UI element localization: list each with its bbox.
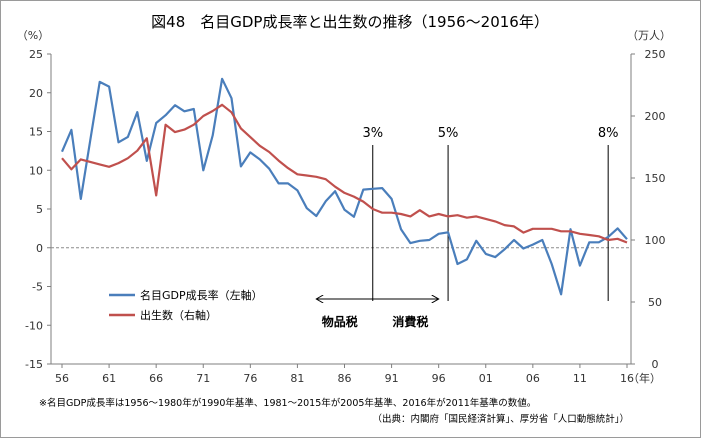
left-tick-label: 25 — [29, 48, 43, 61]
right-tick-label: 50 — [648, 296, 662, 309]
x-tick-label: 86 — [338, 372, 352, 385]
x-axis-ticks: 56 61 66 71 76 81 86 91 96 01 06 11 16 — [55, 364, 634, 385]
series-line-births — [61, 103, 628, 244]
x-tick-label: 56 — [55, 372, 69, 385]
left-axis-unit: （%） — [17, 29, 49, 42]
legend-label-births: 出生数（右軸） — [140, 308, 217, 322]
left-tick-label: -5 — [32, 281, 43, 294]
x-tick-label: 96 — [432, 372, 446, 385]
left-tick-label: -15 — [25, 358, 43, 371]
right-tick-label: 0 — [652, 358, 659, 371]
left-tick-label: 20 — [29, 87, 43, 100]
right-tick-label: 100 — [645, 234, 666, 247]
annotation-5pct: 5% — [438, 126, 459, 141]
series-line-gdp-growth — [60, 77, 628, 296]
x-axis-unit: （年） — [628, 371, 661, 385]
x-tick-label: 91 — [385, 372, 399, 385]
right-tick-label: 150 — [645, 172, 666, 185]
left-tick-label: -10 — [25, 319, 43, 332]
annotation-8pct: 8% — [598, 126, 619, 141]
x-tick-label: 81 — [290, 372, 304, 385]
right-axis-ticks: 0 50 100 150 200 250 — [631, 48, 666, 371]
footnote-basis: ※名目GDP成長率は1956〜1980年が1990年基準、1981〜2015年が… — [39, 397, 536, 409]
right-axis-unit: （万人） — [627, 29, 671, 42]
annotation-3pct: 3% — [362, 126, 383, 141]
left-axis-ticks: -15 -10 -5 0 5 10 15 20 25 — [25, 48, 51, 371]
footnote-source: （出典：内閣府「国民経済計算」、厚労省「人口動態統計」） — [372, 413, 629, 425]
tax-rate-lines — [372, 145, 609, 301]
chart-title: 図48 名目GDP成長率と出生数の推移（1956〜2016年） — [151, 13, 549, 31]
x-tick-label: 61 — [102, 372, 116, 385]
left-tick-label: 15 — [29, 126, 43, 139]
left-tick-label: 10 — [29, 164, 43, 177]
left-tick-label: 0 — [36, 242, 43, 255]
left-tick-label: 5 — [36, 203, 43, 216]
x-tick-label: 71 — [196, 372, 210, 385]
x-tick-label: 76 — [243, 372, 257, 385]
x-tick-label: 11 — [573, 372, 587, 385]
x-tick-label: 06 — [526, 372, 540, 385]
series-lines — [60, 77, 628, 296]
right-tick-label: 250 — [645, 48, 666, 61]
excise-tax-label: 物品税 — [322, 314, 358, 329]
x-tick-label: 66 — [149, 372, 163, 385]
consumption-tax-label: 消費税 — [392, 314, 428, 329]
right-tick-label: 200 — [645, 110, 666, 123]
x-tick-label: 16 — [620, 372, 634, 385]
legend-label-gdp: 名目GDP成長率（左軸） — [140, 288, 263, 302]
x-tick-label: 01 — [479, 372, 493, 385]
legend: 名目GDP成長率（左軸） 出生数（右軸） — [109, 288, 263, 322]
